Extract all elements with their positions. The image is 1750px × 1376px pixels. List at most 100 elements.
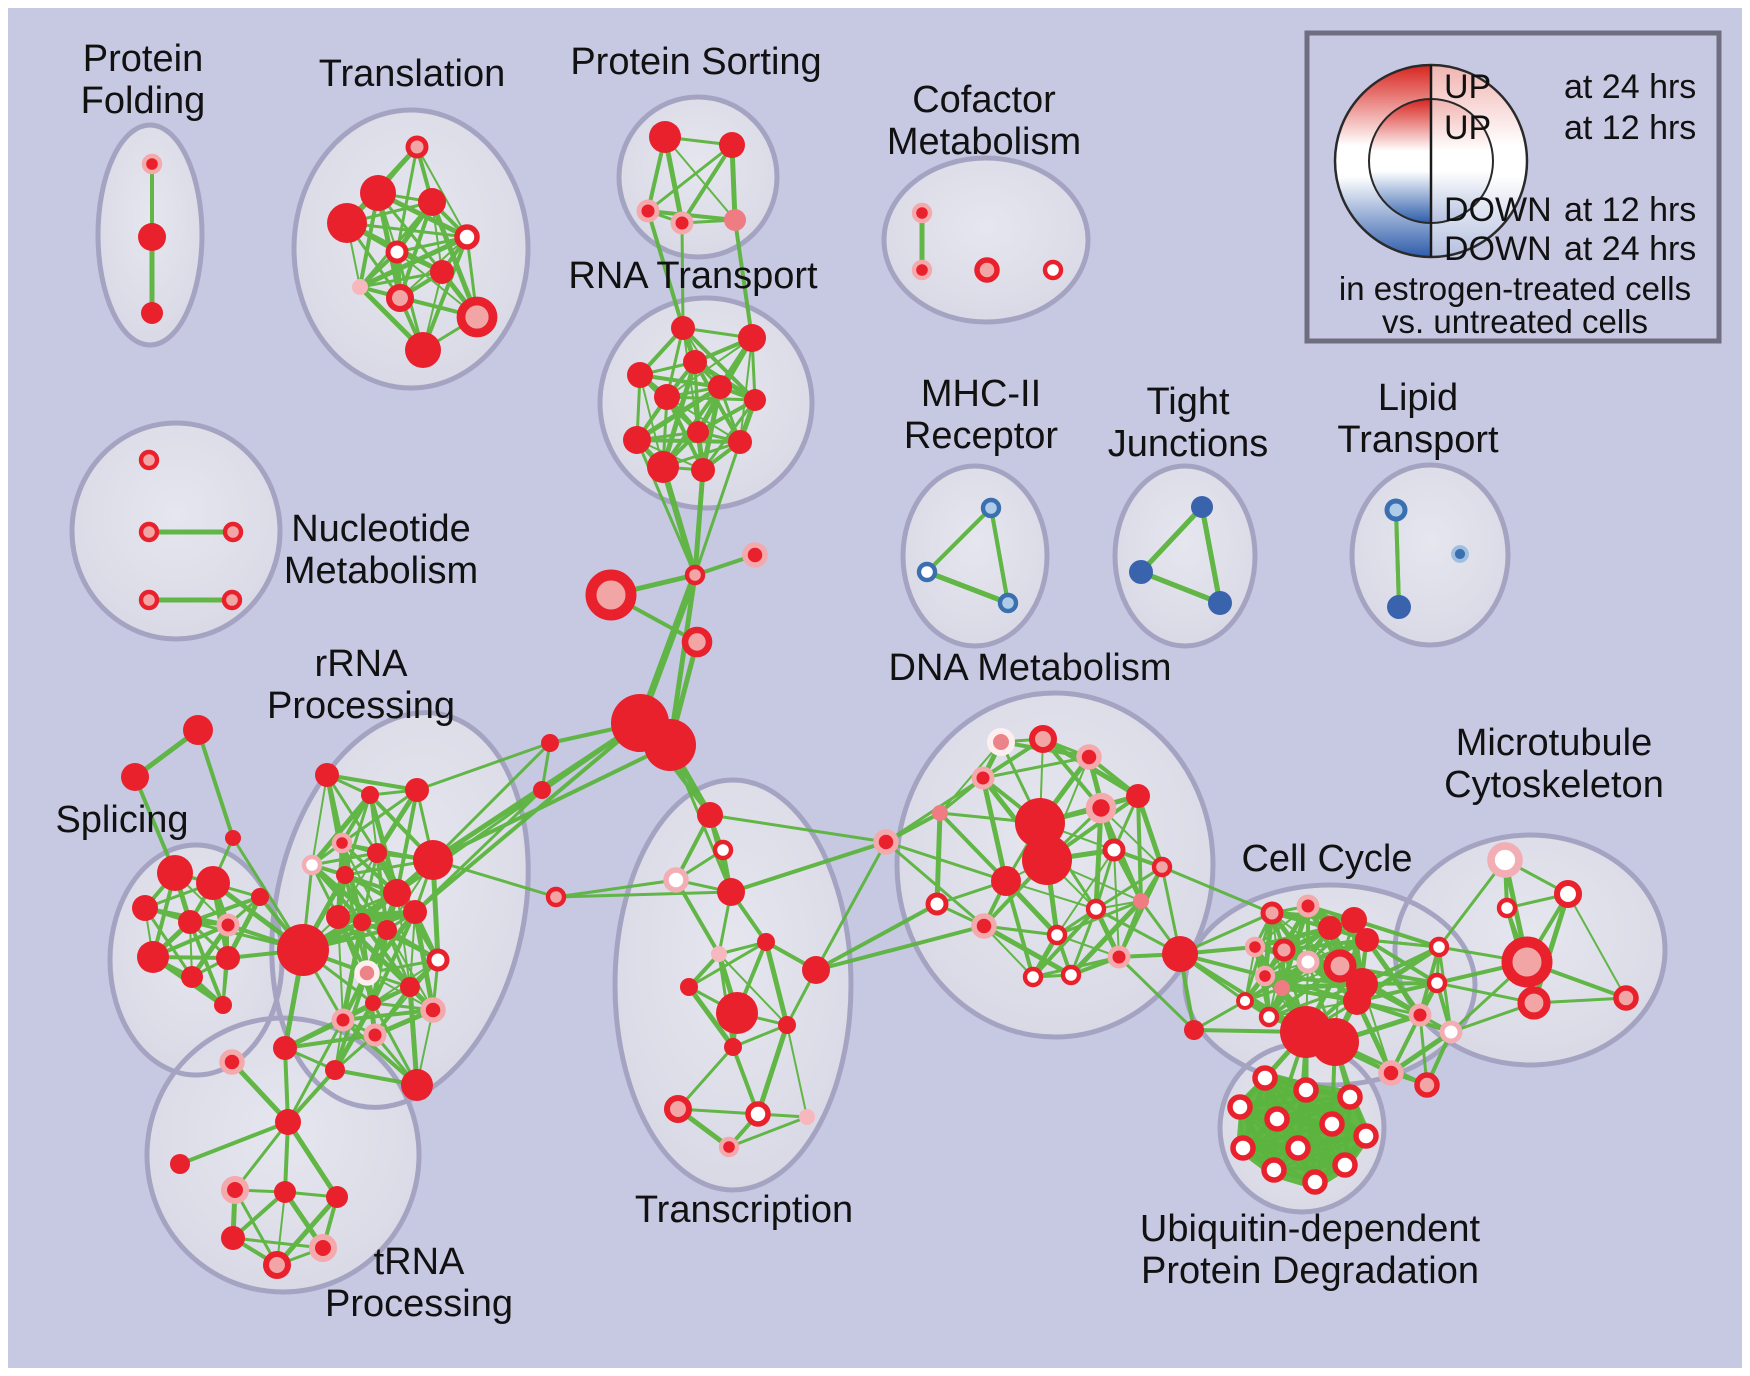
network-node-red-pink bbox=[1613, 985, 1639, 1011]
network-edge bbox=[1199, 504, 1223, 606]
cluster-outline-dna-metabolism bbox=[894, 690, 1216, 1040]
network-node-red-pink bbox=[1272, 938, 1296, 962]
legend-direction-label: DOWN bbox=[1444, 191, 1552, 229]
network-edge bbox=[1117, 955, 1196, 1032]
network-node-donut bbox=[1042, 259, 1064, 281]
network-node-red bbox=[121, 763, 149, 791]
cluster-outline-protein-sorting bbox=[616, 94, 780, 260]
network-edge bbox=[989, 506, 1010, 605]
network-node-red bbox=[533, 781, 551, 799]
network-edge bbox=[364, 909, 418, 976]
network-node-donut bbox=[454, 224, 480, 250]
network-edge bbox=[370, 927, 390, 1006]
network-edge bbox=[554, 890, 733, 899]
network-node-red-pink bbox=[1414, 1072, 1440, 1098]
network-node-light-pink bbox=[352, 279, 368, 295]
network-node-red bbox=[647, 451, 679, 483]
network-node-red bbox=[649, 121, 681, 153]
network-node-red bbox=[326, 1186, 348, 1208]
network-edge bbox=[311, 774, 328, 866]
network-node-pink-ring bbox=[1085, 792, 1117, 824]
network-node-red-pink bbox=[221, 589, 243, 611]
network-edge bbox=[1093, 805, 1104, 912]
network-node-donut bbox=[1046, 924, 1068, 946]
network-node-blue-dot bbox=[1451, 545, 1469, 563]
network-node-pink-ring bbox=[220, 1175, 250, 1205]
network-edge bbox=[924, 569, 1011, 606]
network-edge bbox=[646, 209, 685, 330]
network-node-donut bbox=[1252, 1065, 1278, 1091]
network-node-donut bbox=[1319, 1111, 1345, 1137]
network-node-light-pink bbox=[799, 1109, 815, 1125]
network-node-pink-ring bbox=[420, 997, 446, 1023]
network-edge bbox=[431, 788, 544, 862]
network-node-white-ring bbox=[354, 960, 380, 986]
network-edge bbox=[708, 813, 888, 844]
network-edge bbox=[1160, 865, 1274, 915]
network-node-pink-donut bbox=[1296, 950, 1320, 974]
network-edge bbox=[731, 1023, 789, 1049]
network-node-red bbox=[430, 260, 454, 284]
network-edge bbox=[1352, 918, 1441, 949]
network-node-red bbox=[413, 840, 453, 880]
cluster-label-ubiquitin-degradation: Ubiquitin-dependent Protein Degradation bbox=[1140, 1208, 1481, 1292]
network-node-red-pink bbox=[456, 296, 498, 338]
network-node-red bbox=[170, 1154, 190, 1174]
network-node-red bbox=[1341, 907, 1367, 933]
network-node-red bbox=[683, 350, 707, 374]
network-edge bbox=[686, 984, 736, 1050]
network-node-donut bbox=[1496, 897, 1518, 919]
network-node-blue-ring bbox=[997, 592, 1019, 614]
network-node-red-pink bbox=[1260, 901, 1284, 925]
network-node-donut bbox=[1426, 972, 1448, 994]
network-node-pink-ring bbox=[1296, 894, 1320, 918]
network-node-light-pink bbox=[711, 946, 727, 962]
network-node-pink-ring bbox=[219, 1049, 245, 1075]
network-edge bbox=[178, 1120, 290, 1166]
network-edge bbox=[980, 775, 1009, 884]
network-node-pink-ring bbox=[718, 1136, 740, 1158]
network-edge bbox=[1365, 938, 1441, 949]
network-node-red bbox=[183, 715, 213, 745]
network-edge bbox=[786, 1024, 808, 1118]
network-node-blue-ring bbox=[980, 497, 1002, 519]
cluster-label-microtubule-cytoskeleton: Microtubule Cytoskeleton bbox=[1444, 722, 1664, 806]
network-node-red bbox=[418, 188, 446, 216]
network-edge bbox=[681, 326, 757, 402]
network-node-pink-donut bbox=[301, 854, 323, 876]
network-node-red bbox=[671, 316, 695, 340]
network-node-red-pink bbox=[385, 283, 415, 313]
network-edge bbox=[231, 1236, 325, 1250]
network-node-red bbox=[277, 924, 329, 976]
cluster-ellipse-cofactor-metabolism bbox=[884, 158, 1088, 322]
cluster-outline-protein-folding bbox=[95, 122, 205, 348]
network-node-red bbox=[719, 132, 745, 158]
network-edge bbox=[395, 788, 419, 895]
network-edge bbox=[1365, 938, 1439, 985]
network-edge bbox=[341, 1008, 435, 1022]
network-node-red bbox=[138, 223, 166, 251]
cluster-outline-cofactor-metabolism bbox=[881, 155, 1091, 325]
network-edge bbox=[1282, 938, 1369, 952]
network-edge bbox=[1273, 1135, 1367, 1171]
network-node-red bbox=[1311, 1018, 1359, 1066]
network-node-donut bbox=[1227, 1094, 1253, 1120]
network-edge bbox=[283, 1033, 377, 1050]
network-node-pink-donut bbox=[663, 867, 689, 893]
network-node-red bbox=[181, 966, 203, 988]
network-node-pink bbox=[724, 209, 746, 231]
network-node-red bbox=[1015, 798, 1065, 848]
network-node-red bbox=[724, 1038, 742, 1056]
legend-footer-line: vs. untreated cells bbox=[1382, 303, 1648, 340]
network-node-red bbox=[1126, 784, 1150, 808]
network-edge bbox=[884, 840, 1008, 883]
network-edge bbox=[340, 788, 419, 845]
network-edge bbox=[934, 810, 943, 907]
network-node-blue bbox=[1387, 595, 1411, 619]
network-node-red bbox=[1355, 928, 1379, 952]
network-node-red bbox=[216, 946, 240, 970]
network-edge bbox=[429, 199, 480, 320]
cluster-label-tight-junctions: Tight Junctions bbox=[1108, 381, 1269, 465]
network-node-red bbox=[365, 995, 381, 1011]
cluster-label-mhc-ii-receptor: MHC-II Receptor bbox=[904, 373, 1059, 457]
